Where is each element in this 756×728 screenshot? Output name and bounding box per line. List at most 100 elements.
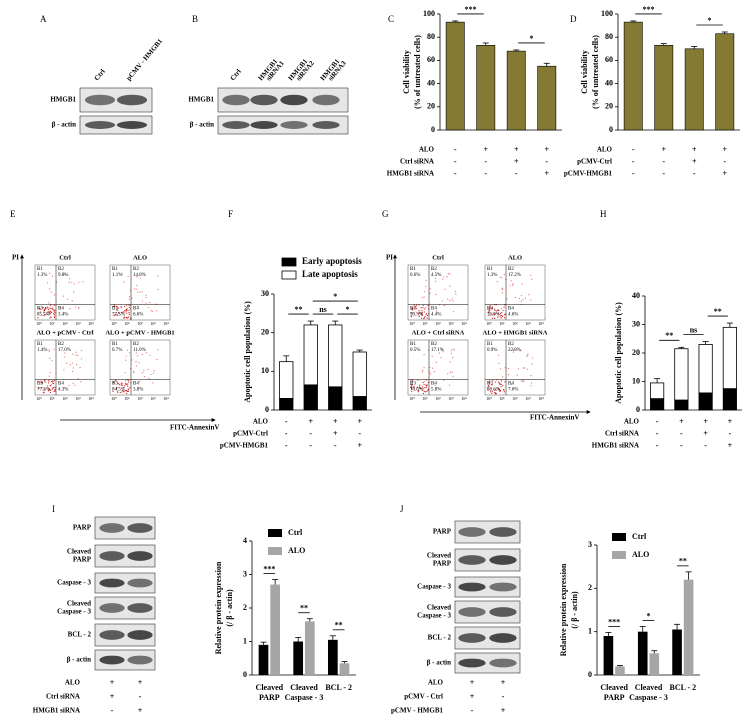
x-tick-label: 10²: [512, 321, 518, 326]
quadrant-name: B4: [431, 307, 437, 312]
flow-dot: [451, 371, 453, 373]
flow-dot: [120, 384, 122, 386]
flow-dot: [488, 385, 490, 388]
flow-dot: [43, 309, 45, 311]
flow-dot: [502, 376, 504, 378]
flow-dot: [488, 310, 490, 312]
condition-name: ALO: [253, 418, 269, 426]
flow-dot: [47, 309, 50, 311]
flow-dot: [449, 285, 451, 287]
flow-dot: [50, 291, 52, 293]
flow-dot: [426, 384, 428, 386]
flow-dot: [137, 355, 139, 357]
flow-dot: [126, 349, 129, 351]
blot-frame: [94, 544, 156, 568]
flow-dot: [46, 282, 48, 284]
flow-dot: [417, 391, 420, 393]
flow-dot: [116, 388, 118, 390]
flow-dot: [495, 393, 497, 395]
flow-dot: [421, 313, 423, 316]
y-tick-label: 40: [605, 78, 613, 87]
flow-dot: [123, 317, 125, 319]
bar-segment: [650, 382, 665, 399]
flow-dot: [450, 352, 453, 354]
blot-band: [116, 121, 148, 129]
y-tick-label: 20: [261, 327, 269, 336]
flow-dot: [50, 389, 52, 391]
flow-dot: [504, 367, 506, 369]
quadrant-name: B1: [37, 267, 43, 272]
bar: [672, 629, 682, 675]
flow-dot: [40, 308, 42, 310]
flow-dot: [490, 307, 492, 310]
flow-dot: [422, 389, 424, 391]
x-tick-label: BCL - 2: [325, 683, 352, 692]
condition-sign: +: [483, 145, 488, 154]
flow-dot: [51, 275, 54, 277]
flow-dot: [126, 312, 128, 314]
bar-segment: [328, 386, 343, 411]
flow-dot: [52, 308, 54, 310]
flow-dot: [435, 277, 437, 279]
flow-dot: [489, 382, 491, 384]
flow-dot: [500, 386, 502, 388]
flow-dot: [447, 298, 449, 300]
flow-dot: [488, 308, 491, 310]
flow-dot: [520, 294, 523, 297]
blot-band: [250, 94, 278, 106]
flow-dot: [77, 378, 79, 380]
flow-dot: [73, 283, 76, 285]
flow-dot: [510, 280, 512, 282]
flow-dot: [441, 300, 443, 302]
flow-dot: [500, 380, 502, 382]
flow-dot: [53, 390, 55, 392]
y-tick-label: 20: [632, 348, 640, 357]
flow-dot: [499, 312, 502, 314]
condition-sign: -: [334, 441, 337, 450]
flow-dot: [530, 382, 533, 384]
blot-band: [127, 551, 153, 561]
blot-row-label: PARP: [73, 524, 92, 532]
flow-dot: [501, 314, 503, 316]
bar: [615, 666, 625, 675]
flow-dot: [128, 379, 130, 381]
condition-sign: -: [693, 169, 696, 178]
panel-letter: G: [382, 209, 389, 219]
flow-dot: [417, 312, 419, 315]
flow-dot: [125, 359, 127, 361]
flow-dot: [528, 294, 530, 296]
flow-dot: [503, 317, 506, 319]
quadrant-value: 1.4%: [37, 348, 47, 353]
legend-label: Early apoptosis: [302, 256, 362, 266]
bar: [293, 641, 304, 675]
x-tick-label: 10³: [75, 321, 81, 326]
flow-dot: [150, 373, 152, 376]
significance-label: *: [333, 292, 337, 301]
flow-dot: [512, 348, 515, 351]
flow-dot: [53, 316, 56, 319]
flow-dot: [496, 281, 498, 283]
x-tick-label: 10¹: [49, 321, 55, 326]
significance-label: *: [530, 34, 534, 43]
y-axis-label: (/ β - actin): [225, 589, 234, 627]
flow-dot: [454, 291, 456, 293]
blot-band: [84, 94, 116, 106]
flow-dot: [53, 382, 55, 385]
flow-dot: [131, 297, 133, 299]
bar: [304, 621, 315, 675]
x-tick-label: 10²: [137, 321, 143, 326]
quadrant-value: 68.6%: [487, 388, 500, 393]
flow-dot: [432, 367, 434, 369]
x-tick-label: 10¹: [422, 396, 428, 401]
quadrant-name: B1: [410, 267, 416, 272]
flow-dot: [425, 384, 427, 386]
flow-dot: [133, 372, 135, 374]
flow-dot: [48, 302, 50, 304]
flow-dot: [429, 292, 431, 295]
flow-dot: [498, 382, 500, 384]
flow-dot: [48, 375, 50, 377]
condition-name: ALO: [624, 418, 640, 426]
x-tick-label: 10⁴: [88, 396, 94, 401]
flow-dot: [126, 317, 128, 319]
flow-dot: [152, 382, 154, 384]
